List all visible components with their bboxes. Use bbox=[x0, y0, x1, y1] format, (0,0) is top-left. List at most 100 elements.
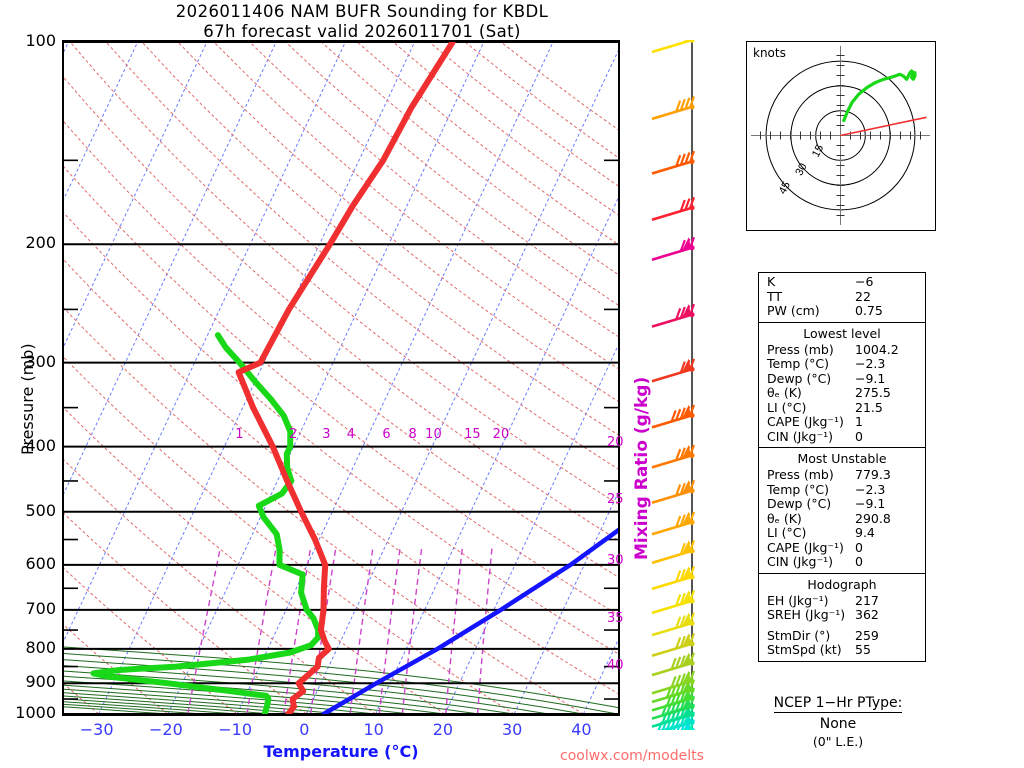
wind-barb bbox=[651, 633, 696, 658]
wind-barb bbox=[651, 479, 696, 504]
stat-value: 362 bbox=[855, 607, 879, 622]
stat-row-mu-5: CAPE (Jkg⁻¹) 0 bbox=[759, 540, 925, 556]
stats-header-most-unstable: Most Unstable bbox=[797, 451, 887, 466]
stat-key: SREH (Jkg⁻¹) bbox=[767, 607, 846, 622]
wind-barb bbox=[651, 404, 696, 429]
temperature-tick-20: 20 bbox=[432, 720, 454, 739]
stat-value: −2.3 bbox=[855, 356, 886, 371]
stat-key: Press (mb) bbox=[767, 341, 834, 357]
pressure-tick-1000: 1000 bbox=[15, 703, 56, 722]
skewt-diagram[interactable] bbox=[62, 40, 620, 716]
stat-key: CAPE (Jkg⁻¹) bbox=[767, 414, 844, 429]
stat-key: TT bbox=[767, 288, 783, 304]
stat-key: LI (°C) bbox=[767, 525, 807, 540]
temperature-tick--10: −10 bbox=[218, 720, 252, 739]
mixing-ratio-tick-20: 20 bbox=[492, 426, 510, 442]
wind-barb-plot bbox=[651, 29, 696, 768]
stat-row-lowest-1: Temp (°C) −2.3 bbox=[759, 356, 925, 372]
pressure-tick-500: 500 bbox=[25, 500, 56, 520]
stat-value: 259 bbox=[855, 627, 879, 643]
mixing-ratio-right-tick-30: 30 bbox=[607, 553, 624, 568]
stats-header-hodograph: Hodograph bbox=[807, 576, 877, 592]
stat-row-mu-3: θₑ (K) 290.8 bbox=[759, 510, 925, 527]
pressure-tick-700: 700 bbox=[25, 598, 56, 618]
stat-value: 9.4 bbox=[855, 525, 875, 540]
mixing-ratio-right-tick-25: 25 bbox=[607, 492, 624, 507]
wind-barb bbox=[651, 444, 696, 469]
temperature-tick-40: 40 bbox=[571, 720, 592, 739]
pressure-tick-200: 200 bbox=[25, 233, 56, 253]
stat-key: θₑ (K) bbox=[767, 385, 802, 400]
stat-value: 779.3 bbox=[855, 467, 891, 482]
mixing-ratio-right-tick-35: 35 bbox=[607, 611, 624, 626]
hodograph-wind-trace bbox=[842, 69, 917, 123]
stat-key: Dewp (°C) bbox=[767, 370, 832, 386]
temperature-tick-0: 0 bbox=[299, 720, 310, 739]
ptype-liquid-equivalent: (0" L.E.) bbox=[812, 734, 864, 749]
wind-barb bbox=[651, 670, 696, 695]
stat-value: −6 bbox=[855, 274, 874, 289]
stat-key: Dewp (°C) bbox=[767, 496, 832, 511]
credit-text: coolwx.com/modelts bbox=[560, 748, 704, 764]
title-block: 2026011406 NAM BUFR Sounding for KBDL 67… bbox=[0, 2, 724, 41]
wind-barb bbox=[651, 652, 696, 677]
wind-barb bbox=[651, 150, 696, 175]
wind-barb bbox=[651, 590, 696, 615]
stat-value: 290.8 bbox=[855, 510, 891, 526]
stat-row-hodo-1: SREH (Jkg⁻¹) 362 bbox=[759, 607, 925, 623]
stat-value: 217 bbox=[855, 592, 879, 608]
stat-key: EH (Jkg⁻¹) bbox=[767, 592, 829, 608]
title-line-2: 67h forecast valid 2026011701 (Sat) bbox=[203, 22, 521, 41]
stat-row-lowest-4: LI (°C) 21.5 bbox=[759, 399, 925, 416]
stat-row-index-1: TT 22 bbox=[759, 288, 925, 305]
sounding-stats-table: K −6 TT 22 PW (cm) 0.75 Lowest level Press (mb… bbox=[758, 272, 926, 662]
mixing-ratio-tick-3: 3 bbox=[322, 426, 331, 442]
ptype-block: NCEP 1−Hr PType: None (0" L.E.) bbox=[738, 692, 938, 749]
stat-value: 275.5 bbox=[855, 385, 891, 400]
stat-row-mu-6: CIN (Jkg⁻¹) 0 bbox=[759, 554, 925, 570]
pressure-tick-800: 800 bbox=[25, 637, 56, 657]
stat-row-lowest-0: Press (mb) 1004.2 bbox=[759, 341, 925, 358]
temperature-tick--30: −30 bbox=[79, 720, 114, 739]
stat-value: 0 bbox=[855, 428, 863, 444]
wind-barb bbox=[651, 566, 696, 591]
stat-value: 21.5 bbox=[855, 399, 883, 415]
stat-row-index-2: PW (cm) 0.75 bbox=[759, 303, 925, 319]
stat-row-lowest-2: Dewp (°C) −9.1 bbox=[759, 370, 925, 387]
stat-key: CIN (Jkg⁻¹) bbox=[767, 428, 833, 444]
wind-barb-column bbox=[640, 29, 730, 768]
mixing-ratio-tick-6: 6 bbox=[382, 426, 391, 442]
stat-value: 22 bbox=[855, 288, 871, 304]
stats-section-most-unstable: Most Unstable Press (mb) 779.3 Temp (°C) −2.… bbox=[759, 447, 925, 573]
pressure-tick-300: 300 bbox=[25, 351, 56, 371]
wind-barb bbox=[651, 612, 696, 637]
hodograph-ring-label-15: 15 bbox=[810, 143, 826, 159]
stats-section-lowest-level: Lowest level Press (mb) 1004.2 Temp (°C) −2.… bbox=[759, 321, 925, 448]
hodograph-ring-label-45: 45 bbox=[777, 180, 793, 196]
hodograph-units-label: knots bbox=[753, 46, 786, 60]
title-line-1: 2026011406 NAM BUFR Sounding for KBDL bbox=[175, 2, 549, 21]
stat-key: Temp (°C) bbox=[767, 356, 830, 371]
mixing-ratio-tick-2: 2 bbox=[289, 426, 298, 442]
wind-barb bbox=[651, 511, 696, 536]
mixing-ratio-tick-1: 1 bbox=[235, 426, 244, 442]
stats-section-hodograph: Hodograph EH (Jkg⁻¹) 217 SREH (Jkg⁻¹) 362 Stm… bbox=[759, 572, 925, 661]
stat-value: 1004.2 bbox=[855, 341, 899, 357]
stat-value: 0.75 bbox=[855, 303, 883, 318]
mixing-ratio-tick-10: 10 bbox=[425, 426, 442, 442]
wind-barb bbox=[651, 687, 696, 712]
mixing-ratio-right-tick-40: 40 bbox=[607, 658, 624, 673]
ptype-value: None bbox=[819, 716, 857, 732]
hodograph[interactable]: 15 30 45 bbox=[746, 41, 936, 231]
mixing-ratio-tick-15: 15 bbox=[464, 426, 481, 442]
stats-section-indices: K −6 TT 22 PW (cm) 0.75 bbox=[759, 273, 925, 322]
stat-value: −2.3 bbox=[855, 481, 886, 497]
wind-barb bbox=[651, 303, 696, 328]
wind-barb bbox=[651, 236, 696, 261]
stat-value: 1 bbox=[855, 414, 863, 429]
stat-key: StmDir (°) bbox=[767, 627, 831, 643]
pressure-tick-900: 900 bbox=[25, 672, 56, 692]
storm-motion-vector bbox=[840, 116, 927, 137]
